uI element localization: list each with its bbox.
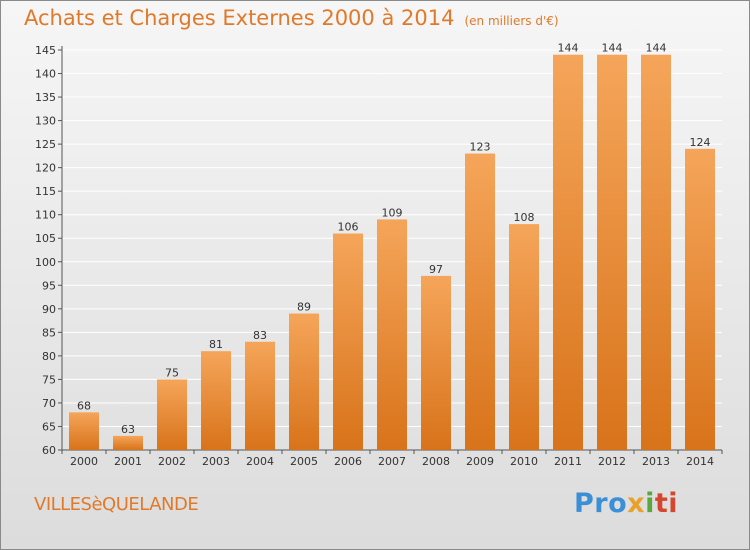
bar	[421, 275, 451, 450]
bar-value-label: 83	[253, 329, 267, 342]
x-axis: 2000 2001 2002 2003 2004 2005 2006 2007 2008 2009…	[61, 450, 723, 468]
x-tick-label: 2004	[246, 455, 274, 468]
y-tick-label: 100	[35, 256, 56, 269]
bar	[113, 435, 143, 450]
bar	[465, 153, 495, 450]
y-tick-label: 90	[42, 303, 56, 316]
bar	[685, 148, 715, 450]
bar	[641, 54, 671, 451]
bar-value-label: 123	[470, 141, 491, 154]
chart-title: Achats et Charges Externes 2000 à 2014 (e…	[24, 6, 559, 30]
chart-subtitle: (en milliers d'€)	[464, 14, 559, 28]
x-tick-label: 2000	[70, 455, 98, 468]
x-tick-label: 2002	[158, 455, 186, 468]
bar-value-label: 124	[690, 136, 711, 149]
x-tick-label: 2007	[378, 455, 406, 468]
bar-value-label: 144	[602, 42, 623, 55]
bar	[553, 54, 583, 451]
y-tick-label: 145	[35, 44, 56, 57]
y-tick-label: 80	[42, 350, 56, 363]
y-tick-label: 70	[42, 397, 56, 410]
bar	[157, 379, 187, 450]
y-tick-label: 75	[42, 373, 56, 386]
bar	[597, 54, 627, 451]
x-tick-label: 2001	[114, 455, 142, 468]
y-tick-label: 65	[42, 420, 56, 433]
y-tick-label: 85	[42, 326, 56, 339]
x-tick-label: 2005	[290, 455, 318, 468]
title-text: Achats et Charges Externes 2000 à 2014	[24, 6, 455, 30]
bar-value-label: 144	[558, 42, 579, 55]
bar-value-label: 109	[382, 206, 403, 219]
bar-value-label: 89	[297, 301, 311, 314]
y-tick-label: 140	[35, 68, 56, 81]
x-tick-label: 2003	[202, 455, 230, 468]
bar-value-label: 68	[77, 399, 91, 412]
proxiti-logo: Proxiti	[574, 488, 679, 519]
bar-value-label: 75	[165, 366, 179, 379]
bar-value-label: 97	[429, 263, 443, 276]
y-tick-label: 110	[35, 209, 56, 222]
x-tick-label: 2010	[510, 455, 538, 468]
bars: 68 63 75 81 83 89 106 109 97 123 108 144 144 144 124	[69, 42, 715, 451]
y-tick-label: 130	[35, 115, 56, 128]
bar	[333, 233, 363, 450]
bar	[69, 412, 99, 450]
y-tick-label: 60	[42, 444, 56, 457]
x-tick-label: 2014	[686, 455, 714, 468]
bar-value-label: 144	[646, 42, 667, 55]
bar-value-label: 81	[209, 338, 223, 351]
commune-name: VILLESèQUELANDE	[34, 494, 199, 515]
x-tick-label: 2013	[642, 455, 670, 468]
x-tick-label: 2009	[466, 455, 494, 468]
bar-value-label: 108	[514, 211, 535, 224]
bar-value-label: 106	[338, 221, 359, 234]
y-tick-label: 120	[35, 162, 56, 175]
y-tick-label: 135	[35, 91, 56, 104]
bar-value-label: 63	[121, 423, 135, 436]
x-tick-label: 2006	[334, 455, 362, 468]
y-tick-label: 95	[42, 279, 56, 292]
y-tick-label: 115	[35, 185, 56, 198]
x-tick-label: 2011	[554, 455, 582, 468]
x-tick-label: 2008	[422, 455, 450, 468]
y-tick-label: 125	[35, 138, 56, 151]
bar	[509, 224, 539, 450]
bar	[377, 219, 407, 450]
bar	[289, 313, 319, 450]
bar	[245, 341, 275, 450]
x-tick-label: 2012	[598, 455, 626, 468]
y-tick-label: 105	[35, 232, 56, 245]
bar	[201, 351, 231, 450]
